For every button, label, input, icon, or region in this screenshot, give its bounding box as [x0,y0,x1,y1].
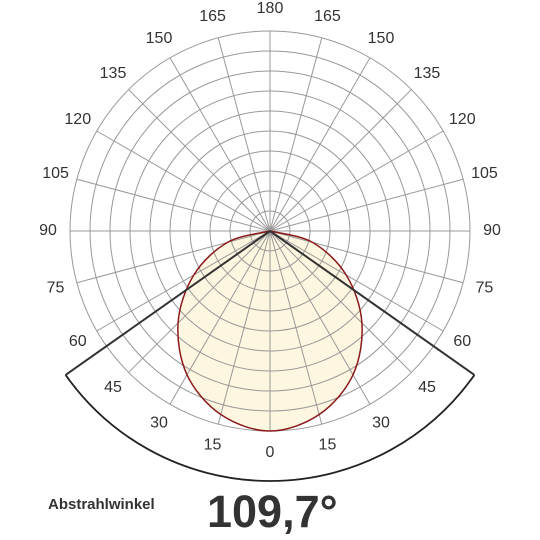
spoke [96,130,271,232]
beam-arc [64,374,476,482]
spoke [269,130,444,232]
angle-label: 180 [257,0,284,17]
angle-label: 135 [414,65,441,82]
spoke [269,178,464,232]
angle-label: 30 [150,414,168,431]
spoke [269,230,444,332]
spoke [76,230,271,284]
spoke [128,89,271,232]
angle-label: 150 [368,30,395,47]
beam-angle-value: 109,7° [207,486,338,537]
intensity-outline [177,230,363,432]
angle-label: 150 [146,30,173,47]
angle-label: 90 [39,222,57,239]
angle-label: 0 [266,444,275,461]
angle-label: 75 [476,280,494,297]
angle-label: 15 [204,437,222,454]
beam-angle-title: Abstrahlwinkel [48,496,155,513]
angle-label: 60 [69,333,87,350]
spoke [269,230,323,425]
angle-label: 60 [453,333,471,350]
angle-label: 105 [471,165,498,182]
beam-line [269,230,475,376]
angle-label: 105 [42,165,69,182]
angle-label: 135 [100,65,127,82]
angle-label: 15 [319,437,337,454]
spoke [76,178,271,232]
spoke [269,37,323,232]
angle-label: 120 [64,111,91,128]
angle-label: 45 [104,379,122,396]
spoke [217,37,271,232]
angle-label: 90 [483,222,501,239]
angle-label: 75 [47,280,65,297]
spoke [169,57,271,232]
spoke [217,230,271,425]
angle-label: 165 [314,8,341,25]
spoke [96,230,271,332]
spoke [269,230,412,373]
angle-label: 30 [372,414,390,431]
beam-line [65,230,271,376]
spoke [269,89,412,232]
spoke [128,230,271,373]
spoke [269,57,371,232]
angle-label: 165 [199,8,226,25]
spoke [269,230,464,284]
angle-label: 120 [449,111,476,128]
angle-label: 45 [418,379,436,396]
